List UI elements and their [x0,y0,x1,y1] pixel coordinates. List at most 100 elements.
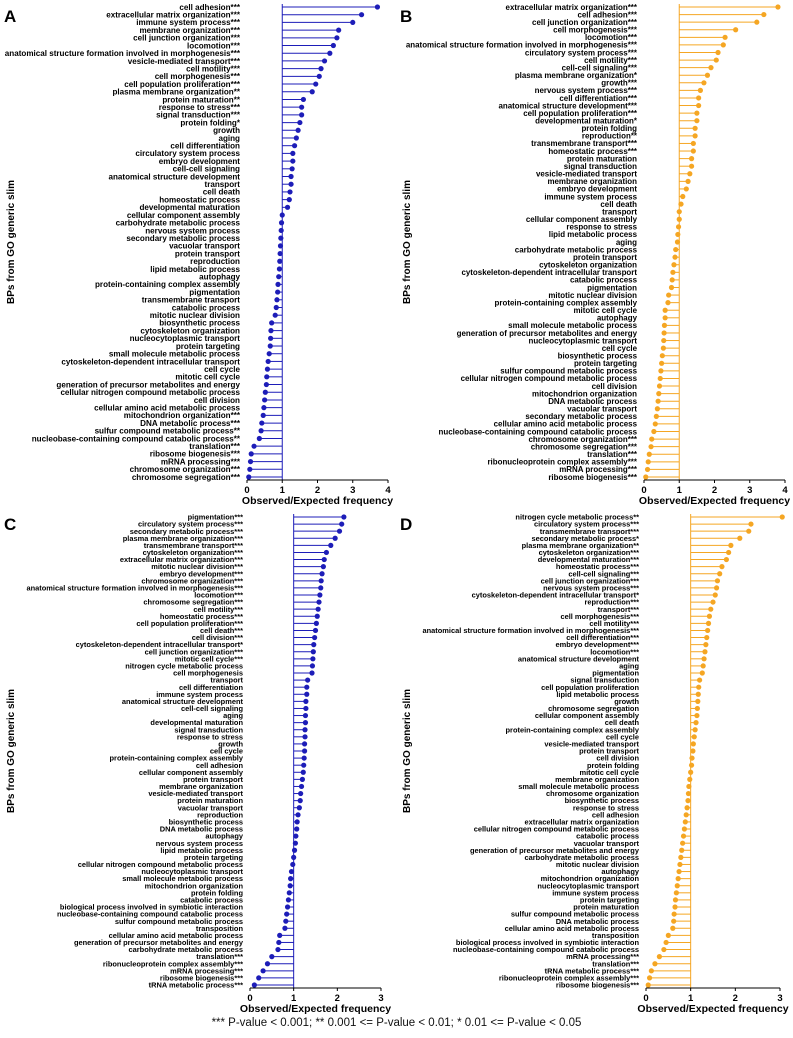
lollipop-row: protein-containing complex assembly [110,754,307,763]
lollipop-dot [680,193,686,200]
lollipop-row: pigmentation*** [188,513,347,522]
lollipop-dot [260,412,266,418]
lollipop-row: ribonucleoprotein complex assembly*** [499,974,691,983]
lollipop-row: generation of precursor metabolites and … [56,380,283,389]
category-label: autophagy [597,314,638,323]
category-label: protein folding [581,124,637,133]
lollipop-row: plasma membrane organization*** [123,534,338,543]
panel-b: B BPs from GO generic slim extracellular m… [396,0,793,507]
lollipop-row: membrane organization [547,177,691,186]
category-label: chromosome segregation*** [132,473,241,482]
lollipop-dot [248,451,254,457]
lollipop-dot [662,307,668,313]
category-label: cell division [592,382,638,391]
lollipop-dot [685,790,692,797]
lollipop-row: aging [218,134,299,143]
lollipop-row: chromosome segregation*** [143,598,322,607]
category-label: translation*** [587,450,638,459]
lollipop-dot [288,181,294,187]
lollipop-dot [287,883,293,889]
category-label: carbohydrate metabolic process [116,219,241,228]
lollipop-dot [661,330,667,336]
panel-letter: D [400,515,412,534]
category-label: catabolic process [576,832,639,841]
lollipop-row: vesicle-mediated transport*** [128,57,328,66]
category-label: cell adhesion [592,810,640,819]
lollipop-row: immune system process [544,192,686,201]
lollipop-dot [671,911,677,917]
lollipop-dot [282,925,288,931]
lollipop-row: extracellular matrix organization*** [106,11,365,20]
lollipop-row: translation*** [189,442,283,451]
category-label: protein maturation [573,903,639,912]
lollipop-row: response to stress [573,803,691,812]
lollipop-dot [276,274,282,280]
lollipop-row: tRNA metabolic process*** [149,981,294,990]
lollipop-row: biological process involved in symbiotic… [456,938,691,947]
category-label: biological process involved in symbiotic… [60,903,244,912]
category-label: protein-containing complex assembly [495,298,638,307]
category-label: cytoskeleton organization*** [143,548,244,557]
lollipop-dot [652,961,658,967]
lollipop-row: chromosome organization [546,789,692,798]
lollipop-dot [309,89,315,95]
lollipop-dot [675,876,681,882]
lollipop-dot [662,315,668,321]
lollipop-row: lipid metabolic process [556,690,701,699]
category-label: generation of precursor metabolites and … [457,329,638,338]
lollipop-row: secondary metabolic process*** [130,527,343,536]
lollipop-dot [295,127,301,133]
y-axis-title: BPs from GO generic slim [402,689,413,813]
lollipop-row: immune system process [156,690,310,699]
lollipop-dot [251,443,257,449]
lollipop-dot [661,337,667,344]
category-label: cell differentiation*** [566,633,639,642]
lollipop-dot [292,840,299,846]
lollipop-dot [673,890,679,896]
lollipop-dot [694,712,700,719]
category-label: circulatory system process*** [138,520,243,529]
category-label: cell population proliferation [541,683,639,692]
category-label: protein maturation [567,154,637,163]
lollipop-dot [295,812,301,818]
lollipop-row: cell motility*** [589,619,712,628]
lollipop-dot [298,790,304,797]
lollipop-dot [704,72,711,78]
category-label: small molecule metabolic process [109,350,241,359]
lollipop-dot [264,374,270,380]
lollipop-row: signal transduction*** [156,111,305,120]
lollipop-row: cellular amino acid metabolic process [494,420,680,429]
lollipop-row: mitotic nuclear division [150,311,283,320]
lollipop-dot [313,81,319,87]
lollipop-row: cell adhesion [196,761,307,770]
lollipop-dot [669,277,675,283]
lollipop-dot [251,982,257,988]
category-label: cell division [194,396,240,405]
category-label: tRNA metabolic process*** [545,966,639,975]
lollipop-dot [285,897,292,903]
lollipop-row: vacuolar transport [169,242,284,251]
lollipop-row: secondary metabolic process* [532,534,743,543]
category-label: DNA metabolic process*** [140,419,241,428]
lollipop-row: ribosome biogenesis*** [150,450,283,459]
lollipop-row: vesicle-mediated transport [148,789,304,798]
lollipop-row: cell cycle [602,344,680,353]
category-label: chromosome organization*** [529,435,638,444]
x-tick-label: 1 [291,993,297,1004]
category-label: mitochondrion organization [532,389,637,398]
category-label: transposition [592,931,640,940]
category-label: anatomical structure formation involved … [26,584,243,593]
lollipop-dot [293,833,299,839]
lollipop-dot [695,691,701,697]
lollipop-dot [350,19,356,26]
category-label: DNA metabolic process [556,917,639,926]
lollipop-row: protein targeting [580,896,691,905]
lollipop-dot [284,204,291,210]
category-label: chromosome organization*** [141,576,243,585]
category-label: developmental maturation [139,203,240,212]
lollipop-dot [701,656,707,662]
lollipop-row: aging [619,662,706,671]
category-label: lipid metabolic process [549,230,638,239]
category-label: protein maturation** [162,95,241,104]
lollipop-row: embryo development [159,157,296,166]
